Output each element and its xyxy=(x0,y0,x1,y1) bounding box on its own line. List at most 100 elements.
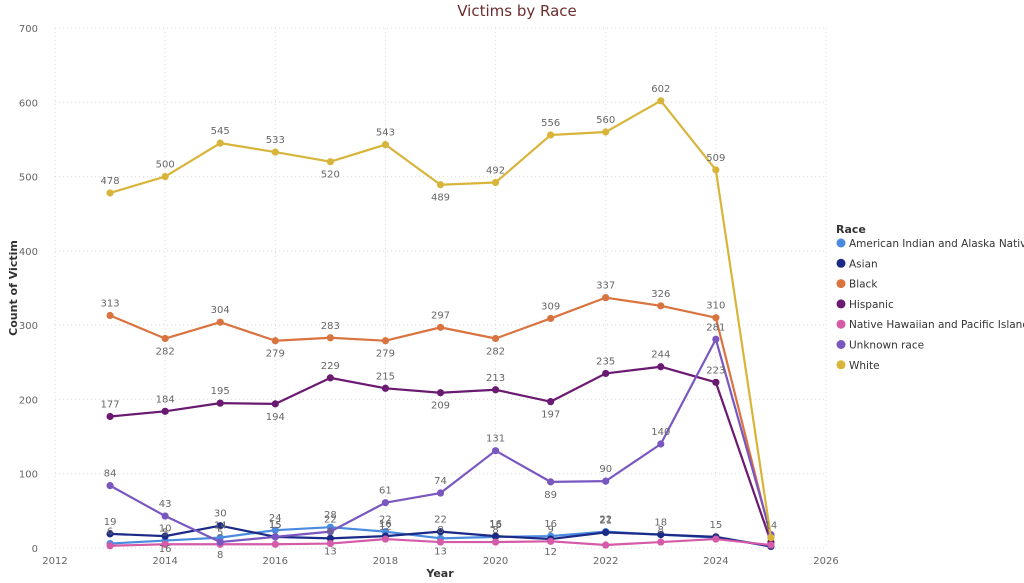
data-point[interactable] xyxy=(161,172,169,181)
data-point[interactable] xyxy=(547,478,555,486)
data-point[interactable] xyxy=(326,334,334,342)
data-point[interactable] xyxy=(712,314,720,322)
data-point[interactable] xyxy=(712,535,720,543)
data-label: 61 xyxy=(379,486,392,497)
data-point[interactable] xyxy=(106,530,114,538)
data-point[interactable] xyxy=(381,499,390,507)
data-point[interactable] xyxy=(491,386,500,394)
data-point[interactable] xyxy=(106,189,114,197)
data-point[interactable] xyxy=(216,318,224,326)
data-label: 297 xyxy=(431,310,450,321)
data-point[interactable] xyxy=(436,538,445,546)
data-point[interactable] xyxy=(326,158,334,166)
data-point[interactable] xyxy=(602,294,610,302)
data-label: 15 xyxy=(269,520,282,531)
data-point[interactable] xyxy=(602,477,610,485)
data-point[interactable] xyxy=(547,131,555,139)
data-point[interactable] xyxy=(436,528,445,536)
data-label: 229 xyxy=(321,361,340,372)
data-point[interactable] xyxy=(436,323,445,331)
data-point[interactable] xyxy=(216,139,224,147)
data-label: 22 xyxy=(599,515,612,526)
data-label: 310 xyxy=(706,301,725,312)
data-point[interactable] xyxy=(602,541,610,549)
data-point[interactable] xyxy=(161,407,169,415)
data-label: 8 xyxy=(437,525,443,536)
y-tick-label: 300 xyxy=(19,321,38,332)
y-tick-label: 700 xyxy=(19,24,38,35)
data-label: 89 xyxy=(544,490,557,501)
data-point[interactable] xyxy=(602,128,610,136)
data-label: 184 xyxy=(156,394,175,405)
x-tick-label: 2012 xyxy=(42,556,67,567)
data-point[interactable] xyxy=(712,378,720,386)
data-point[interactable] xyxy=(216,522,224,530)
data-point[interactable] xyxy=(767,534,775,542)
data-point[interactable] xyxy=(602,528,610,537)
data-point[interactable] xyxy=(106,412,114,421)
data-point[interactable] xyxy=(216,399,224,407)
data-point[interactable] xyxy=(491,334,500,343)
data-label: 309 xyxy=(541,301,560,312)
data-label: 12 xyxy=(544,547,557,558)
data-point[interactable] xyxy=(491,532,500,540)
data-point[interactable] xyxy=(106,542,114,550)
y-tick-label: 200 xyxy=(19,395,38,406)
data-point[interactable] xyxy=(271,540,279,548)
data-point[interactable] xyxy=(326,374,334,382)
data-point[interactable] xyxy=(271,400,279,408)
data-label: 22 xyxy=(324,515,337,526)
data-point[interactable] xyxy=(381,384,390,392)
data-point[interactable] xyxy=(326,528,334,536)
data-point[interactable] xyxy=(161,540,169,548)
data-point[interactable] xyxy=(326,539,334,548)
chart-title: Victims by Race xyxy=(457,2,577,20)
data-point[interactable] xyxy=(161,512,169,520)
data-point[interactable] xyxy=(161,334,169,343)
data-label: 500 xyxy=(156,160,175,171)
data-point[interactable] xyxy=(271,526,279,534)
data-point[interactable] xyxy=(657,363,665,371)
data-point[interactable] xyxy=(436,489,445,497)
data-point[interactable] xyxy=(657,538,665,546)
data-point[interactable] xyxy=(547,398,555,406)
data-label: 15 xyxy=(489,520,502,531)
data-label: 30 xyxy=(214,509,227,520)
data-point[interactable] xyxy=(271,148,279,156)
data-label: 16 xyxy=(379,519,392,530)
x-axis-title: Year xyxy=(425,567,454,580)
data-point[interactable] xyxy=(436,181,445,189)
data-point[interactable] xyxy=(657,97,665,105)
legend-item-label: Unknown race xyxy=(849,340,924,352)
data-point[interactable] xyxy=(712,166,720,174)
data-point[interactable] xyxy=(381,337,390,345)
data-point[interactable] xyxy=(106,311,114,320)
data-point[interactable] xyxy=(381,535,390,543)
data-point[interactable] xyxy=(271,337,279,345)
data-point[interactable] xyxy=(657,531,665,539)
data-point[interactable] xyxy=(491,178,500,187)
data-label: 337 xyxy=(596,281,615,292)
data-point[interactable] xyxy=(602,369,610,378)
y-tick-label: 500 xyxy=(19,173,38,184)
data-point[interactable] xyxy=(657,440,665,448)
data-point[interactable] xyxy=(271,533,279,541)
data-point[interactable] xyxy=(657,302,665,310)
legend-item-label: American Indian and Alaska Native xyxy=(849,238,1024,250)
data-point[interactable] xyxy=(161,532,169,540)
data-point[interactable] xyxy=(436,389,445,397)
data-point[interactable] xyxy=(712,335,720,343)
data-point[interactable] xyxy=(767,541,775,549)
data-label: 8 xyxy=(492,525,498,536)
data-point[interactable] xyxy=(106,482,114,490)
data-label: 19 xyxy=(104,517,117,528)
data-point[interactable] xyxy=(491,447,500,455)
data-point[interactable] xyxy=(216,538,224,546)
data-point[interactable] xyxy=(491,538,500,546)
data-point[interactable] xyxy=(381,141,390,149)
data-point[interactable] xyxy=(547,537,555,545)
data-point[interactable] xyxy=(547,314,555,323)
data-point[interactable] xyxy=(326,534,334,542)
